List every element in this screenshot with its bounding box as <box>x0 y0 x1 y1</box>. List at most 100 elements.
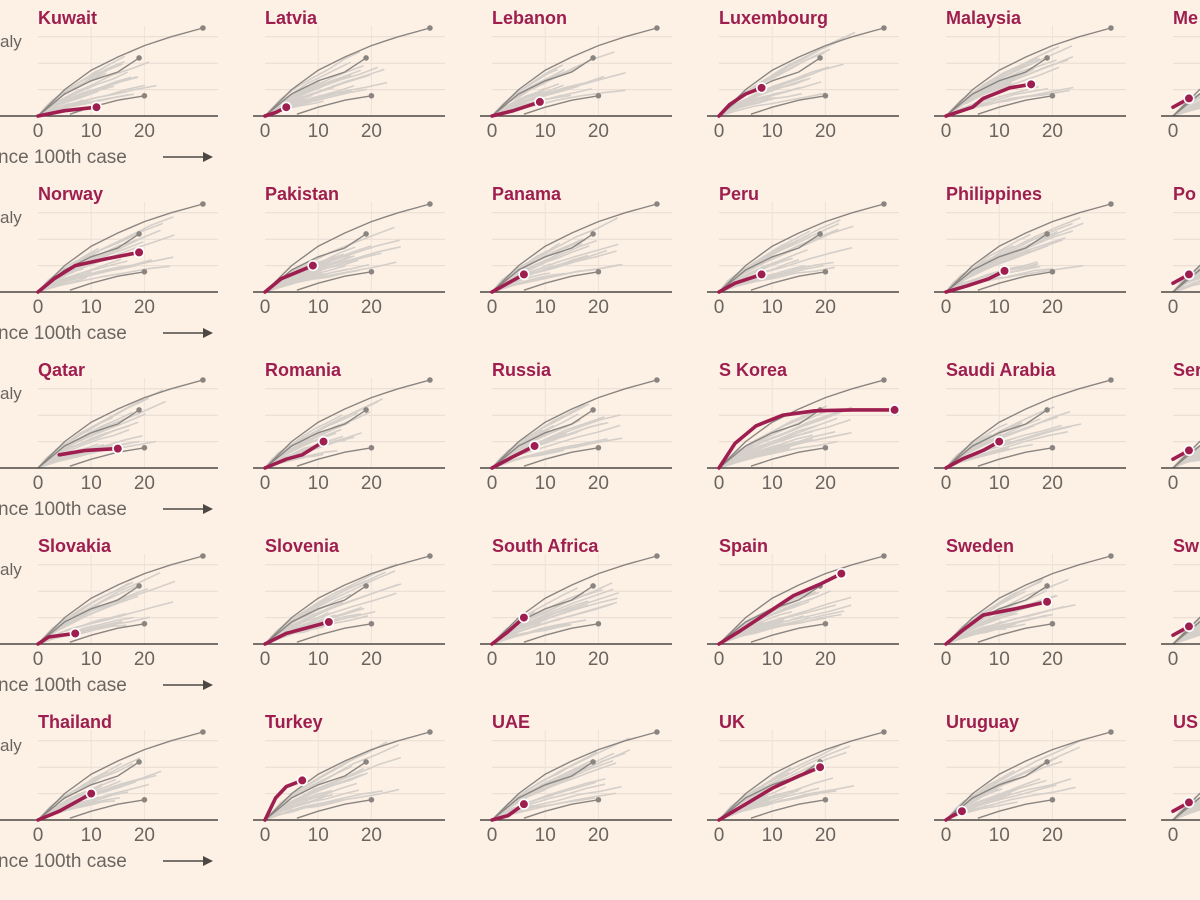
highlight-series-line <box>263 778 304 822</box>
background-series-line <box>1172 279 1200 293</box>
reference-series-line <box>491 379 658 469</box>
panel-norway: Norway 0 10 20 aly nce 100th case <box>0 184 218 344</box>
reference-series-line <box>69 447 145 467</box>
reference-series-end-dot <box>368 268 375 275</box>
panel-peru: Peru 0 10 20 <box>707 184 899 318</box>
x-tick-label: 0 <box>33 649 44 670</box>
panel-title: Sweden <box>946 536 1014 556</box>
background-series-line <box>718 440 838 469</box>
highlight-series-end-dot <box>518 798 530 810</box>
x-tick-label: 0 <box>487 297 498 318</box>
background-series-line <box>1172 101 1200 117</box>
background-series-line <box>945 422 1008 469</box>
x-tick-label: 0 <box>260 649 271 670</box>
reference-series-line <box>750 271 826 291</box>
reference-series-end-dot <box>881 377 887 383</box>
x-tick-label: 0 <box>33 121 44 142</box>
background-series-line <box>264 756 402 821</box>
panel-slovenia: Slovenia 0 10 20 <box>253 536 445 670</box>
panel-panama: Panama 0 10 20 <box>480 184 672 318</box>
background-series-line <box>264 263 370 293</box>
reference-series-line <box>491 731 658 821</box>
highlight-series-end-dot <box>528 440 541 452</box>
panel-qatar: Qatar 0 10 20 aly nce 100th case <box>0 360 218 520</box>
reference-series-end-dot <box>363 759 369 765</box>
background-series-line <box>264 51 361 117</box>
row-label-fragment-top: aly <box>0 736 22 755</box>
panel-title: Norway <box>38 184 103 204</box>
highlight-series-line <box>263 263 315 294</box>
right-arrow-icon-head <box>203 504 213 514</box>
reference-series-line <box>69 271 145 291</box>
x-tick-label: 20 <box>1042 473 1063 494</box>
row-label-fragment-bottom: nce 100th case <box>0 851 127 872</box>
background-series-line <box>945 739 1083 821</box>
background-series-line <box>945 233 1031 293</box>
x-tick-label: 10 <box>81 649 102 670</box>
highlight-series-end-dot <box>296 774 308 787</box>
panel-latvia: Latvia 0 10 20 <box>253 8 445 142</box>
panel-title: Qatar <box>38 360 85 380</box>
reference-series-line <box>523 95 599 115</box>
reference-series-end-dot <box>881 25 887 31</box>
row-label-fragment-top: aly <box>0 208 22 227</box>
panel-title: Romania <box>265 360 342 380</box>
background-series-line <box>491 783 606 821</box>
background-series-line <box>37 588 148 645</box>
right-arrow-icon-head <box>203 856 213 866</box>
reference-series-line <box>296 271 372 291</box>
background-series-line <box>1172 106 1200 117</box>
background-series-line <box>718 604 852 645</box>
reference-series-end-dot <box>1044 583 1050 589</box>
x-tick-label: 0 <box>487 121 498 142</box>
reference-series-end-dot <box>881 201 887 207</box>
panel-sweden: Sweden 0 10 20 <box>934 536 1126 670</box>
reference-series-end-dot <box>141 620 148 627</box>
reference-series-line <box>977 799 1053 819</box>
reference-series-end-dot <box>1108 201 1114 207</box>
reference-series-end-dot <box>1108 729 1114 735</box>
x-tick-label: 0 <box>941 297 952 318</box>
x-tick-label: 10 <box>308 297 329 318</box>
reference-series-end-dot <box>1049 620 1056 627</box>
x-tick-label: 10 <box>989 649 1010 670</box>
row-label-fragment-top: aly <box>0 560 22 579</box>
panel-title: Kuwait <box>38 8 97 28</box>
x-tick-label: 10 <box>989 473 1010 494</box>
x-tick-label: 10 <box>308 121 329 142</box>
panel-s-korea: S Korea 0 10 20 <box>707 360 901 494</box>
highlight-series-end-dot <box>518 268 530 281</box>
x-tick-label: 0 <box>941 473 952 494</box>
background-series-line <box>945 623 1026 645</box>
reference-series-line <box>977 623 1053 643</box>
panel-uruguay: Uruguay 0 10 20 <box>934 712 1126 846</box>
panel-title: Panama <box>492 184 562 204</box>
reference-series-end-dot <box>1044 55 1050 61</box>
x-tick-label: 0 <box>1168 121 1179 142</box>
reference-series-line <box>718 203 885 293</box>
background-series-line <box>264 69 362 117</box>
reference-series-end-dot <box>822 796 829 803</box>
reference-series-end-dot <box>136 55 142 61</box>
reference-series-end-dot <box>200 729 206 735</box>
right-arrow-icon-head <box>203 328 213 338</box>
reference-series-end-dot <box>654 25 660 31</box>
x-tick-label: 10 <box>762 473 783 494</box>
x-tick-label: 20 <box>588 121 609 142</box>
highlight-series-end-dot <box>888 404 901 416</box>
panel-title: Russia <box>492 360 552 380</box>
x-tick-label: 0 <box>33 297 44 318</box>
x-tick-label: 20 <box>134 825 155 846</box>
right-arrow-icon-head <box>203 152 213 162</box>
x-tick-label: 20 <box>815 121 836 142</box>
panel-spain: Spain 0 10 20 <box>707 536 899 670</box>
x-tick-label: 0 <box>260 121 271 142</box>
highlight-series-line <box>490 272 526 294</box>
x-tick-label: 20 <box>588 473 609 494</box>
highlight-series-end-dot <box>307 260 319 272</box>
highlight-series-line <box>36 250 141 294</box>
reference-series-line <box>296 623 372 643</box>
reference-series-end-dot <box>1044 407 1050 413</box>
highlight-series-end-dot <box>323 616 335 628</box>
x-tick-label: 20 <box>588 297 609 318</box>
